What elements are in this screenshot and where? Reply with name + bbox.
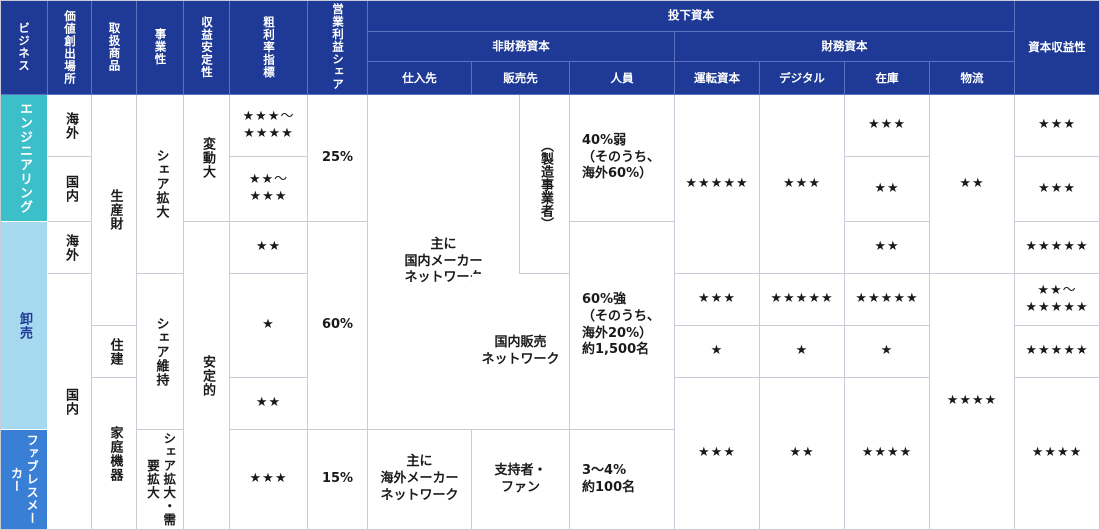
- digital-rating: ★★: [760, 378, 845, 530]
- stability-volatile: 変動大: [184, 95, 230, 222]
- stability-stable: 安定的: [184, 222, 230, 530]
- logistics-rating: ★★: [930, 95, 1015, 274]
- profit-share-fabless: 15%: [308, 430, 368, 530]
- working-capital-rating: ★: [675, 326, 760, 378]
- working-capital-rating: ★★★: [675, 378, 760, 530]
- supplier-domestic-network: 主に 国内メーカー ネットワーク: [368, 95, 520, 430]
- header-logistics: 物流: [930, 62, 1015, 95]
- header-earnings-stability: 収益安定性: [184, 0, 230, 95]
- header-digital: デジタル: [760, 62, 845, 95]
- capital-profitability-rating: ★★★★: [1015, 378, 1100, 530]
- header-inventory: 在庫: [845, 62, 930, 95]
- business-fabless: ファブレスメーカー: [0, 430, 48, 530]
- inventory-rating: ★★★★: [845, 378, 930, 530]
- header-non-financial-capital: 非財務資本: [368, 32, 675, 62]
- location-overseas: 海外: [48, 95, 92, 157]
- profit-share-engineering: 25%: [308, 95, 368, 222]
- header-suppliers: 仕入先: [368, 62, 472, 95]
- header-capital-profitability: 資本収益性: [1015, 0, 1100, 95]
- header-sales-channels: 販売先: [472, 62, 570, 95]
- nature-share-maintain: シェア維持: [137, 274, 184, 430]
- capital-profitability-rating: ★★〜 ★★★★★: [1015, 274, 1100, 326]
- inventory-rating: ★★: [845, 222, 930, 274]
- location-domestic: 国内: [48, 274, 92, 530]
- gross-margin-rating: ★★★〜 ★★★★: [230, 95, 308, 157]
- product-production-goods: 生産財: [92, 95, 137, 326]
- gross-margin-rating: ★★: [230, 378, 308, 430]
- capital-profitability-rating: ★★★: [1015, 157, 1100, 222]
- capital-profitability-rating: ★★★★★: [1015, 222, 1100, 274]
- header-gross-margin: 粗利率指標: [230, 0, 308, 95]
- digital-rating: ★★★: [760, 95, 845, 274]
- sales-domestic-network: 国内販売 ネットワーク: [472, 274, 570, 430]
- sales-supporters: 支持者・ ファン: [472, 430, 570, 530]
- gross-margin-rating: ★: [230, 274, 308, 378]
- product-housing: 住建: [92, 326, 137, 378]
- working-capital-rating: ★★★★★: [675, 95, 760, 274]
- inventory-rating: ★: [845, 326, 930, 378]
- profit-share-wholesale: 60%: [308, 222, 368, 430]
- header-operating-profit-share: 営業利益シェア: [308, 0, 368, 95]
- gross-margin-rating: ★★〜 ★★★: [230, 157, 308, 222]
- header-financial-capital: 財務資本: [675, 32, 1015, 62]
- location-domestic: 国内: [48, 157, 92, 222]
- supplier-overseas-network: 主に 海外メーカー ネットワーク: [368, 430, 472, 530]
- logistics-rating: ★★★★: [930, 274, 1015, 530]
- header-business: ビジネス: [0, 0, 48, 95]
- capital-profitability-rating: ★★★★★: [1015, 326, 1100, 378]
- gross-margin-rating: ★★: [230, 222, 308, 274]
- inventory-rating: ★★★: [845, 95, 930, 157]
- gross-margin-rating: ★★★: [230, 430, 308, 530]
- header-personnel: 人員: [570, 62, 675, 95]
- header-working-capital: 運転資本: [675, 62, 760, 95]
- nature-share-expand: シェア拡大: [137, 95, 184, 274]
- header-products: 取扱商品: [92, 0, 137, 95]
- business-engineering: エンジニアリング: [0, 95, 48, 222]
- inventory-rating: ★★: [845, 157, 930, 222]
- personnel-engineering: 40%弱 （そのうち、 海外60%）: [570, 95, 675, 222]
- location-overseas: 海外: [48, 222, 92, 274]
- digital-rating: ★: [760, 326, 845, 378]
- capital-profitability-rating: ★★★: [1015, 95, 1100, 157]
- sales-manufacturer: （製造事業者）: [520, 95, 570, 274]
- digital-rating: ★★★★★: [760, 274, 845, 326]
- personnel-wholesale: 60%強 （そのうち、 海外20%） 約1,500名: [570, 222, 675, 430]
- nature-share-demand-expand: シェア拡大・需要拡大: [137, 430, 184, 530]
- business-wholesale: 卸売: [0, 222, 48, 430]
- header-invested-capital: 投下資本: [368, 0, 1015, 32]
- header-value-location: 価値創出場所: [48, 0, 92, 95]
- header-business-nature: 事業性: [137, 0, 184, 95]
- personnel-fabless: 3〜4% 約100名: [570, 430, 675, 530]
- product-home-appliances: 家庭機器: [92, 378, 137, 530]
- working-capital-rating: ★★★: [675, 274, 760, 326]
- inventory-rating: ★★★★★: [845, 274, 930, 326]
